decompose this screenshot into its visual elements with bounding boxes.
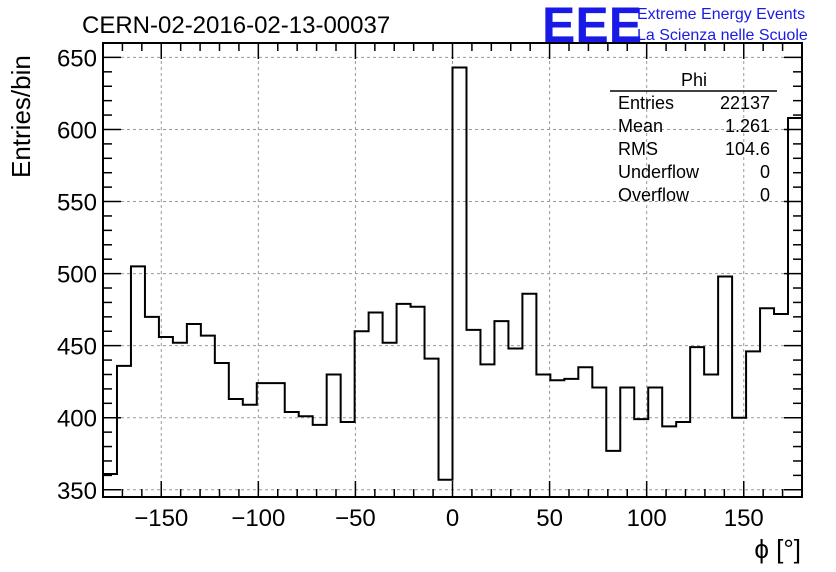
stats-value-entries: 22137 [720, 93, 770, 113]
y-tick-label-1: 400 [57, 406, 97, 433]
axis-ticks [102, 43, 803, 497]
y-tick-label-4: 550 [57, 190, 97, 217]
stats-box: Phi Entries 22137 Mean 1.261 RMS 104.6 Underfl… [610, 70, 777, 205]
stats-box-name: Phi [681, 70, 707, 90]
y-tick-label-2: 450 [57, 334, 97, 361]
stats-value-rms: 104.6 [725, 139, 770, 159]
logo-line-1: Extreme Energy Events [637, 6, 805, 23]
x-tick-label-6: 150 [724, 505, 764, 532]
x-tick-label-4: 50 [536, 505, 563, 532]
eee-logo: EEE Extreme Energy Events La Scienza nel… [542, 0, 808, 53]
x-tick-label-0: −150 [134, 505, 188, 532]
x-axis-label: ϕ [°] [754, 534, 801, 564]
x-tick-label-3: 0 [446, 505, 459, 532]
stats-value-mean: 1.261 [725, 116, 770, 136]
chart-title: CERN-02-2016-02-13-00037 [82, 12, 390, 39]
histogram-outline [103, 66, 802, 481]
stats-label-overflow: Overflow [618, 185, 690, 205]
tick-labels: −150 −100 −50 0 50 100 150 350 400 450 500 550 600 65… [57, 45, 764, 532]
y-tick-label-5: 600 [57, 117, 97, 144]
stats-label-mean: Mean [618, 116, 663, 136]
y-tick-label-3: 500 [57, 262, 97, 289]
x-tick-label-5: 100 [627, 505, 667, 532]
x-tick-label-2: −50 [335, 505, 376, 532]
y-tick-label-0: 350 [57, 478, 97, 505]
stats-label-rms: RMS [618, 139, 658, 159]
y-axis-label: Entries/bin [6, 55, 36, 178]
stats-value-underflow: 0 [760, 162, 770, 182]
stats-label-underflow: Underflow [618, 162, 700, 182]
svg-text:EEE: EEE [542, 0, 642, 53]
logo-line-2: La Scienza nelle Scuole [637, 27, 808, 44]
stats-label-entries: Entries [618, 93, 674, 113]
x-tick-label-1: −100 [231, 505, 285, 532]
stats-value-overflow: 0 [760, 185, 770, 205]
y-tick-label-6: 650 [57, 45, 97, 72]
